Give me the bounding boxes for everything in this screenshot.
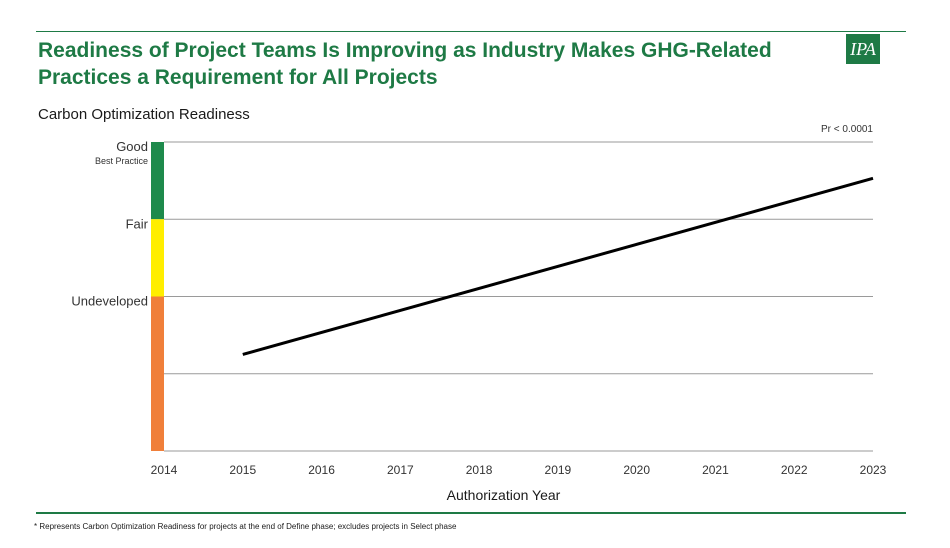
x-tick-2022: 2022 [781,463,808,477]
y-axis-labels: Good Best Practice Fair Undeveloped [71,139,148,309]
readiness-bands [151,142,164,451]
series-group [242,176,874,356]
y-label-good: Good [116,139,148,154]
top-rule [36,31,906,32]
x-tick-2017: 2017 [387,463,414,477]
x-tick-2016: 2016 [308,463,335,477]
trend-line [242,176,874,356]
x-tick-2021: 2021 [702,463,729,477]
y-label-undeveloped: Undeveloped [71,294,148,309]
x-tick-2014: 2014 [151,463,178,477]
x-tick-2023: 2023 [860,463,887,477]
band-undeveloped [151,296,164,451]
gridlines [164,141,873,452]
y-label-fair: Fair [126,216,149,231]
x-axis-title: Authorization Year [447,487,561,503]
p-value-annotation: Pr < 0.0001 [821,124,873,135]
band-good [151,142,164,220]
chart-title: Carbon Optimization Readiness [38,106,250,123]
x-tick-2020: 2020 [623,463,650,477]
slide-title: Readiness of Project Teams Is Improving … [38,39,772,89]
x-tick-2018: 2018 [466,463,493,477]
ipa-logo: IPA [846,34,880,64]
bottom-rule [36,512,906,514]
x-tick-2019: 2019 [545,463,572,477]
footnote: * Represents Carbon Optimization Readine… [34,522,457,531]
y-sublabel-best-practice: Best Practice [95,156,148,166]
x-axis-ticks: 2014 2015 2016 2017 2018 2019 2020 2021 2022 2023 [151,463,887,477]
x-tick-2015: 2015 [229,463,256,477]
band-fair [151,219,164,297]
